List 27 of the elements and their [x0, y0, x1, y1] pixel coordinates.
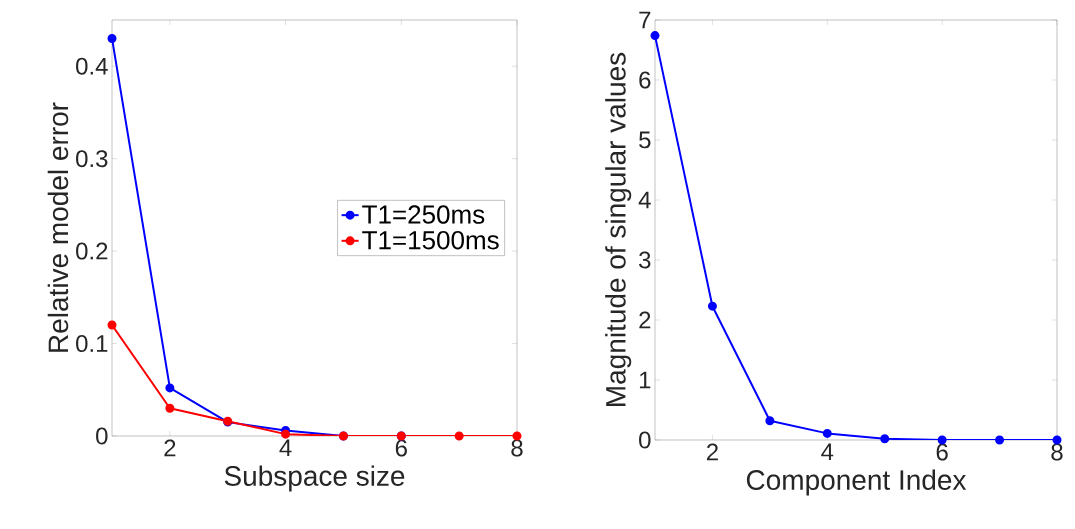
x-axis-title: Component Index [746, 469, 967, 496]
y-axis-title: Magnitude of singular values [605, 52, 632, 406]
legend-label: T1=1500ms [362, 230, 499, 250]
x-tick-label: 2 [164, 439, 176, 457]
legend-label: T1=250ms [362, 205, 485, 224]
y-tick-label: 6 [639, 71, 651, 89]
y-tick-label: 4 [638, 191, 651, 209]
y-tick-label: 2 [639, 311, 651, 329]
x-tick-label: 6 [395, 439, 407, 457]
y-tick-label: 7 [639, 11, 651, 29]
y-axis-title: Relative model error [47, 102, 69, 352]
x-tick-label: 8 [511, 439, 523, 457]
y-tick-label: 0.2 [76, 242, 108, 260]
x-tick-label: 4 [821, 443, 834, 461]
y-tick-label: 0 [96, 427, 108, 445]
x-tick-label: 4 [279, 439, 292, 457]
y-tick-label: 3 [639, 251, 651, 269]
y-tick-label: 0.1 [76, 335, 108, 353]
y-tick-label: 1 [639, 371, 651, 389]
y-tick-label: 0.4 [76, 57, 108, 75]
x-tick-label: 2 [706, 443, 718, 461]
x-axis-title: Subspace size [224, 465, 405, 492]
x-tick-label: 6 [936, 443, 948, 461]
y-tick-label: 0.3 [76, 150, 108, 168]
x-tick-label: 8 [1051, 443, 1063, 461]
y-tick-label: 0 [639, 431, 651, 449]
y-tick-label: 5 [639, 131, 651, 149]
